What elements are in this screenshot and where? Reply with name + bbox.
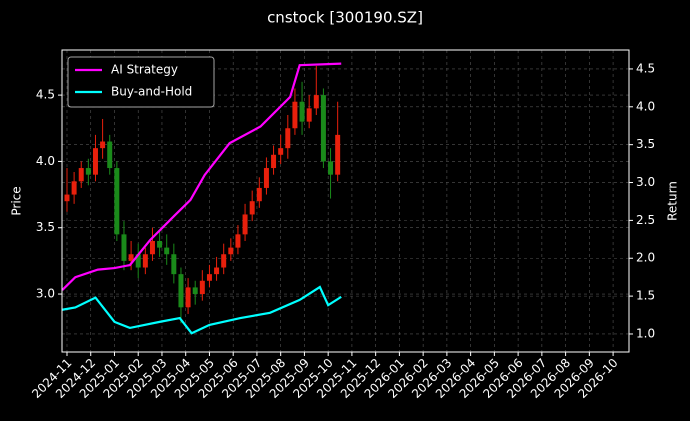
candle-body (206, 274, 212, 281)
y-tick-label: 3.0 (36, 287, 55, 301)
y2-tick-label: 4.0 (636, 99, 655, 113)
legend: AI Strategy Buy-and-Hold (67, 56, 215, 108)
legend-label: AI Strategy (111, 63, 178, 77)
plot-frame (61, 49, 630, 353)
candle-body (214, 267, 220, 275)
y-tick-label: 3.5 (36, 220, 55, 234)
candle-body (121, 234, 127, 261)
candle-body (142, 254, 148, 268)
candle-body (242, 214, 248, 235)
candle-body (64, 194, 70, 202)
candle-body (313, 95, 319, 109)
candle-body (178, 274, 184, 308)
candle-body (271, 154, 277, 169)
candle-body (278, 148, 284, 155)
candle-body (306, 108, 312, 122)
y2-tick-label: 1.0 (636, 326, 655, 340)
candle-body (228, 247, 234, 255)
candle-body (135, 254, 141, 268)
candle-body (85, 168, 91, 175)
candle-body (171, 254, 177, 275)
candle-body (192, 287, 198, 295)
chart-title: cnstock [300190.SZ] (267, 9, 423, 27)
candle-body (149, 240, 155, 255)
candle-body (185, 287, 191, 308)
candle-body (263, 168, 269, 188)
y2-tick-label: 3.0 (636, 175, 655, 189)
candle-body (71, 181, 77, 195)
candle-body (128, 254, 134, 261)
candle-body (100, 141, 106, 149)
candle-body (78, 168, 84, 182)
candle-body (256, 187, 262, 202)
y2-tick-label: 2.5 (636, 213, 655, 227)
legend-box (67, 56, 215, 108)
candle-body (92, 148, 98, 175)
y2-tick-label: 2.0 (636, 251, 655, 265)
y-axis-label: Price (10, 186, 24, 215)
y-tick-label: 4.0 (36, 154, 55, 168)
candle-body (299, 101, 305, 122)
candle-body (221, 254, 227, 268)
y-tick-label: 4.5 (36, 88, 55, 102)
candle-body (114, 168, 120, 235)
candle-body (164, 247, 170, 255)
line-series (61, 62, 342, 291)
candle-body (320, 95, 326, 162)
line-series (62, 285, 342, 335)
candle-body (285, 128, 291, 149)
y2-tick-label: 4.5 (636, 61, 655, 75)
candle-body (107, 141, 113, 169)
y2-tick-label: 3.5 (636, 137, 655, 151)
candle-body (335, 134, 341, 175)
candle-body (249, 201, 255, 215)
candle-body (235, 234, 241, 248)
y2-tick-label: 1.5 (636, 289, 655, 303)
candle-body (328, 161, 334, 175)
y2-axis-label: Return (666, 181, 680, 221)
candle-body (157, 240, 163, 248)
legend-label: Buy-and-Hold (111, 85, 192, 99)
candle-body (199, 280, 205, 295)
candle-body (292, 101, 298, 129)
